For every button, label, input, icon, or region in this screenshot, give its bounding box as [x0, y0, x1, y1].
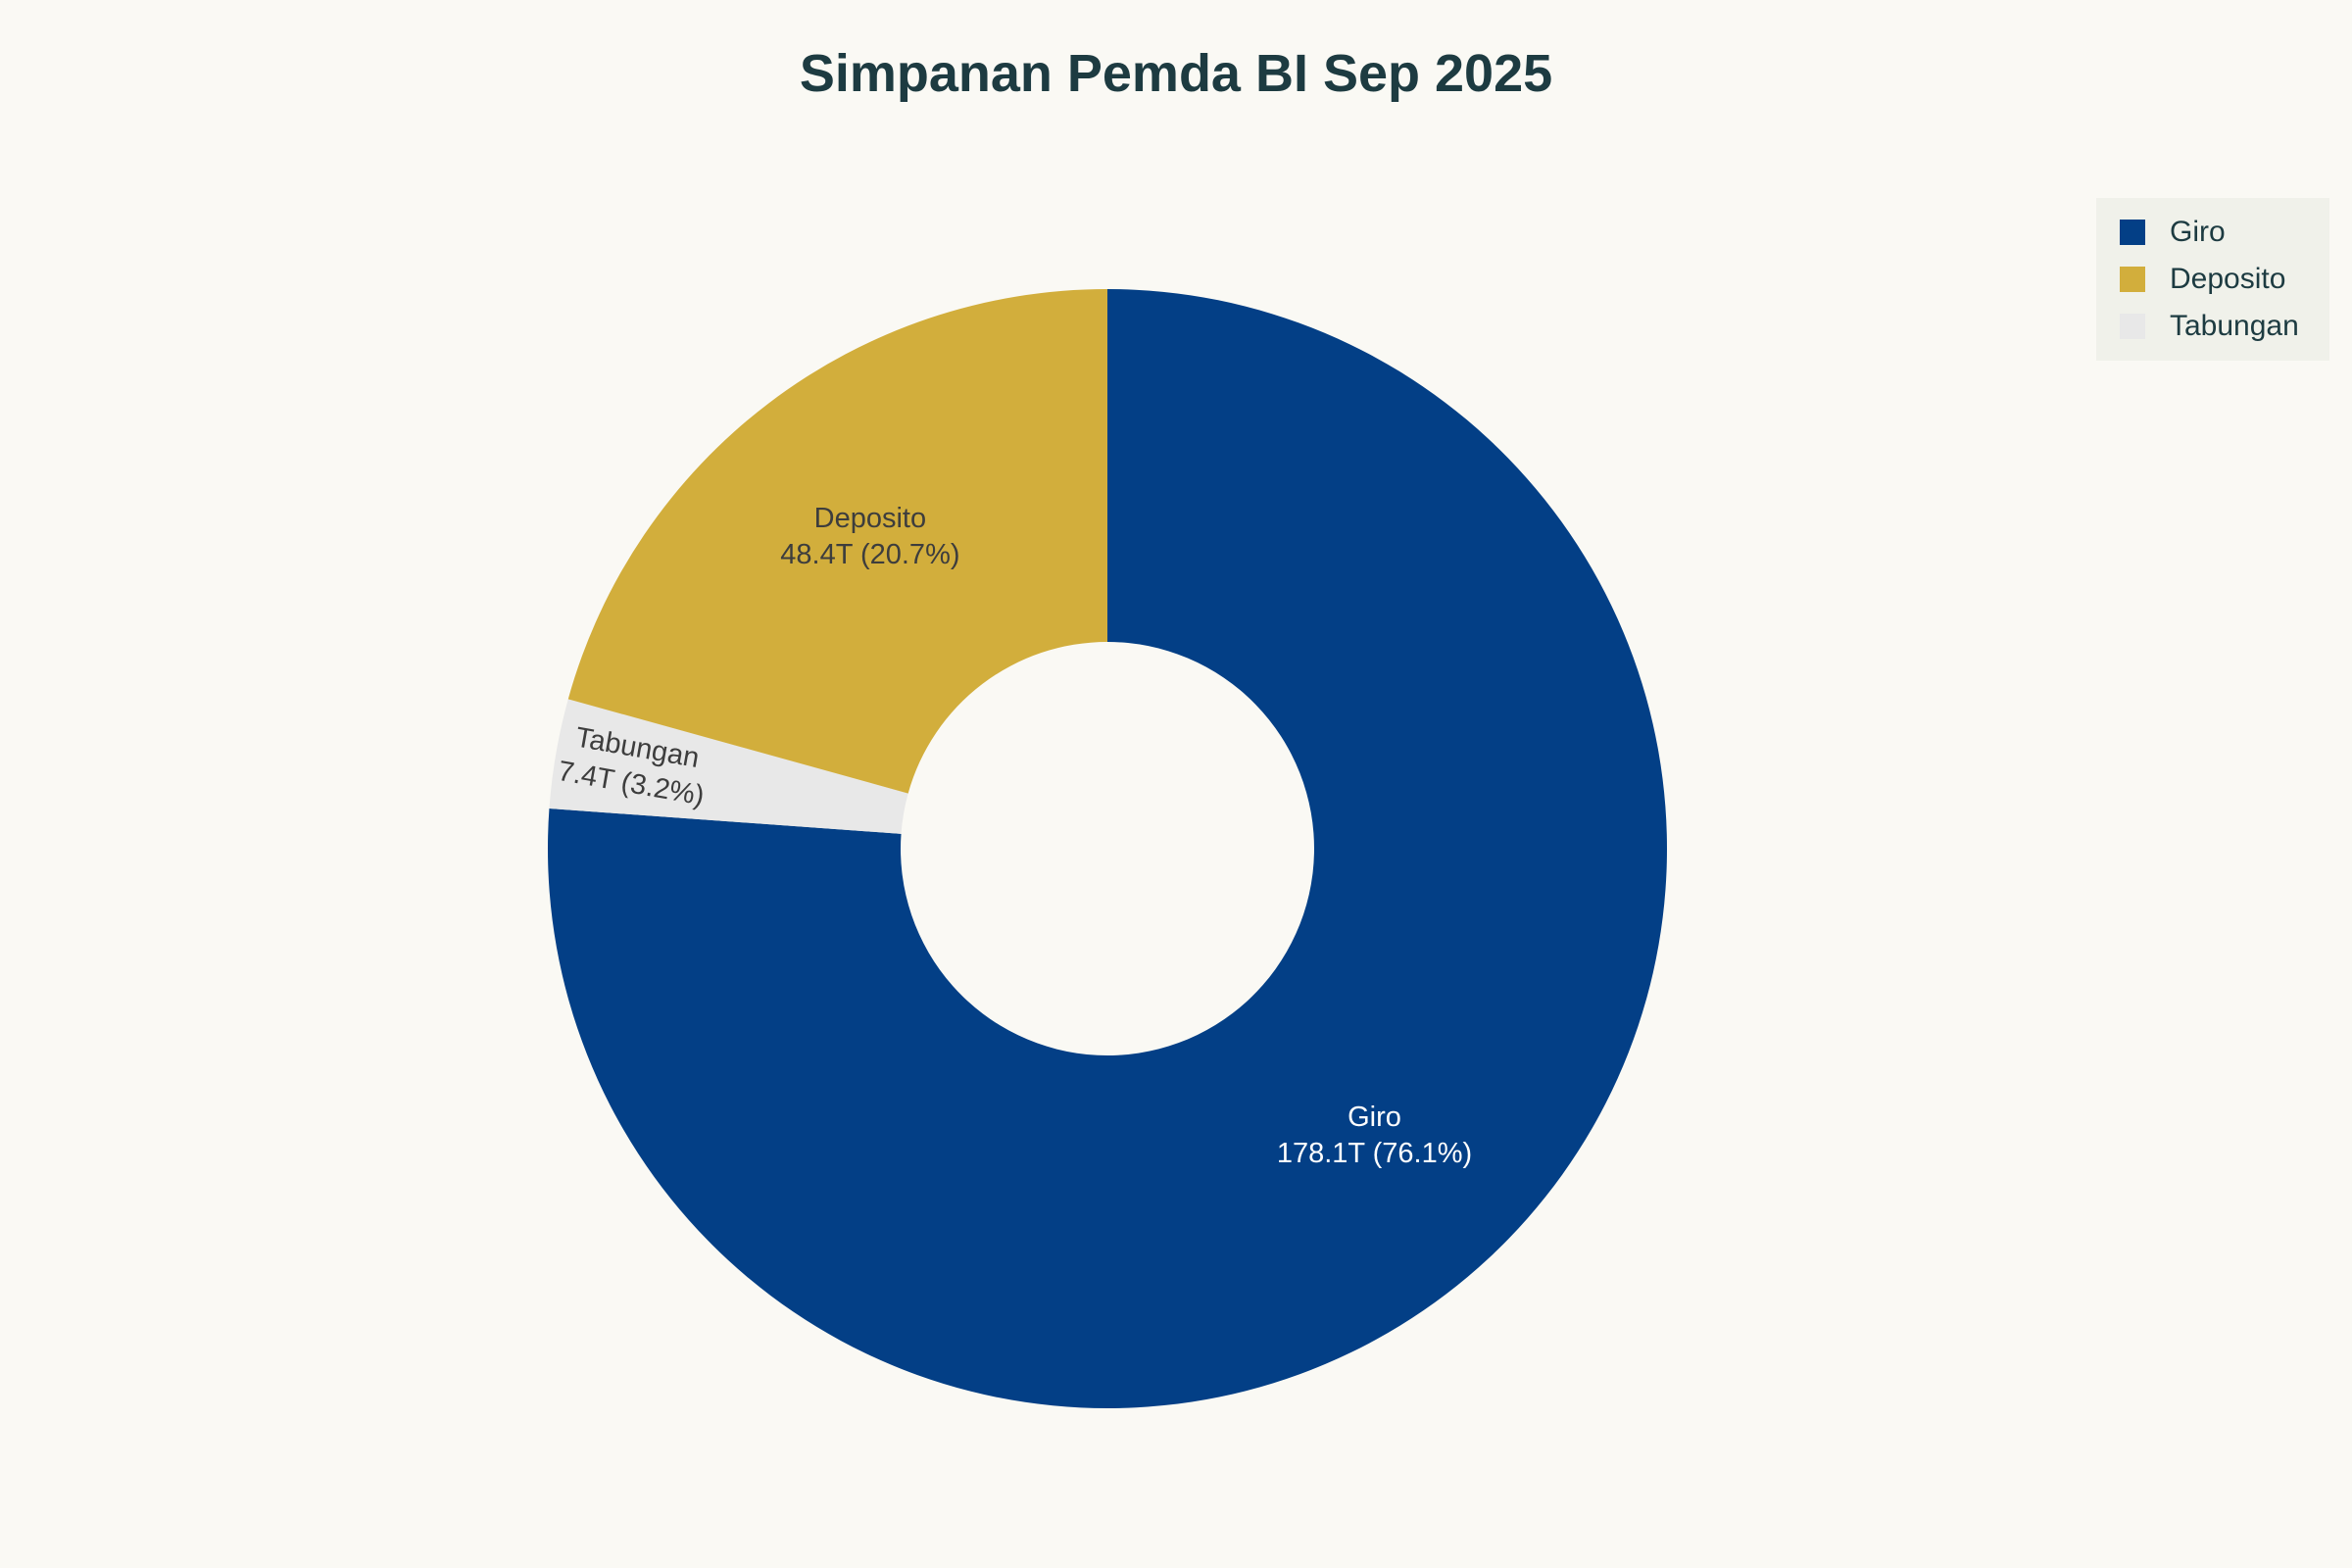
- legend-swatch-giro-icon: [2120, 220, 2145, 245]
- pie-slice-tabungan[interactable]: [549, 699, 908, 834]
- legend-label-deposito: Deposito: [2170, 263, 2286, 295]
- legend-swatch-tabungan-icon: [2120, 314, 2145, 339]
- legend-item-tabungan[interactable]: Tabungan: [2120, 303, 2329, 350]
- chart-title: Simpanan Pemda BI Sep 2025: [799, 44, 1553, 103]
- legend-label-giro: Giro: [2170, 216, 2226, 248]
- pie-slice-deposito[interactable]: [567, 289, 1107, 794]
- legend: Giro Deposito Tabungan: [2096, 198, 2329, 361]
- legend-label-tabungan: Tabungan: [2170, 310, 2299, 342]
- pie-slice-giro[interactable]: [547, 289, 1667, 1408]
- legend-item-giro[interactable]: Giro: [2120, 209, 2329, 256]
- legend-item-deposito[interactable]: Deposito: [2120, 256, 2329, 303]
- legend-swatch-deposito-icon: [2120, 267, 2145, 292]
